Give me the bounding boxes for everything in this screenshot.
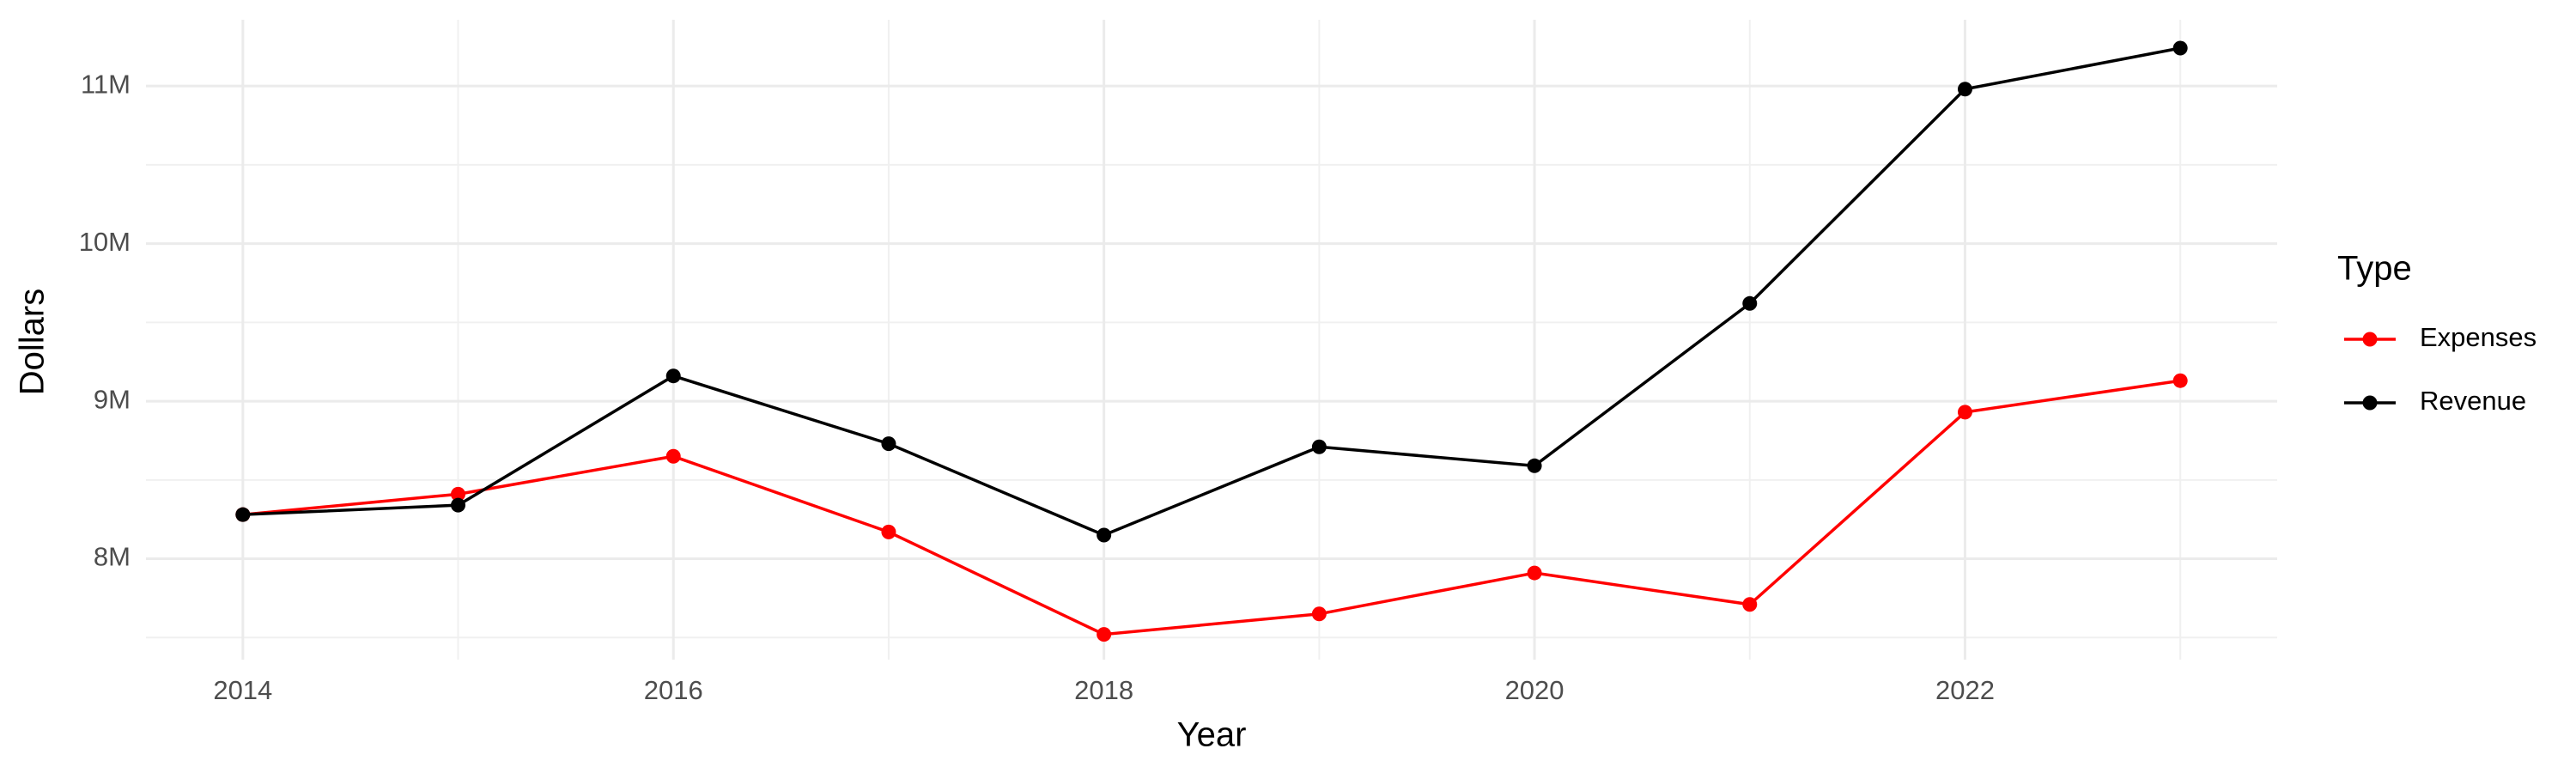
y-tick-label: 9M [94,384,131,414]
data-point [451,486,466,502]
series-line [242,379,2181,636]
legend-marker [2362,332,2378,347]
data-point [235,507,251,522]
data-point [1527,565,1542,581]
data-point [1097,627,1112,642]
legend-label: Expenses [2420,322,2537,352]
x-tick-label: 2020 [1505,675,1564,705]
data-point [881,436,896,452]
data-point [1742,295,1758,311]
legend-title: Type [2337,250,2412,288]
x-tick-label: 2016 [644,675,703,705]
data-point [1527,458,1542,473]
data-point [2172,40,2188,56]
x-tick-label: 2018 [1074,675,1133,705]
data-point [1311,439,1327,454]
x-tick-label: 2022 [1935,675,1995,705]
y-tick-label: 11M [81,69,131,99]
legend-label: Revenue [2420,386,2526,416]
data-point [1097,527,1112,543]
data-point [1742,597,1758,612]
y-tick-label: 10M [79,227,131,257]
y-tick-label: 8M [94,542,131,572]
x-axis-title: Year [1177,716,1247,754]
x-tick-label: 2014 [213,675,272,705]
data-point [1957,405,1972,420]
data-point [665,368,681,384]
data-point [665,448,681,464]
data-point [881,524,896,539]
data-point [451,497,466,513]
legend-marker [2362,395,2378,411]
y-axis-title: Dollars [14,289,52,395]
data-point [1311,606,1327,622]
data-point [1957,82,1972,97]
data-point [2172,373,2188,388]
series-line [242,46,2181,537]
